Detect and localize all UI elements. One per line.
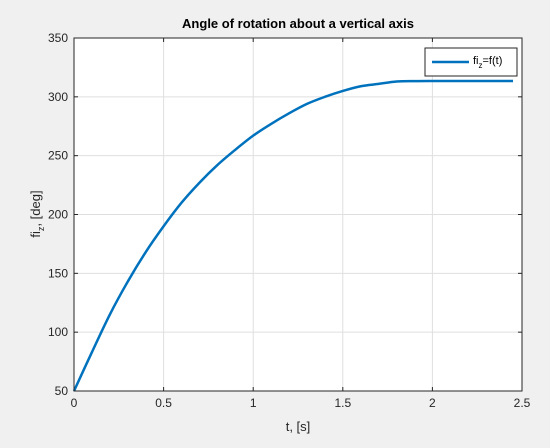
y-tick-label: 50 bbox=[55, 384, 69, 398]
x-axis-label: t, [s] bbox=[286, 419, 311, 434]
x-tick-label: 2.5 bbox=[514, 396, 531, 410]
legend: fiz=f(t) bbox=[424, 47, 518, 77]
y-tick-label: 250 bbox=[48, 149, 68, 163]
series-layer bbox=[72, 79, 514, 392]
y-axis-label: fiz, [deg] bbox=[28, 190, 46, 237]
y-tick-label: 350 bbox=[48, 31, 68, 45]
legend-label: fiz=f(t) bbox=[473, 55, 502, 70]
y-tick-label: 300 bbox=[48, 90, 68, 104]
y-axis-label-sub: z bbox=[36, 226, 46, 231]
y-tick-label: 100 bbox=[48, 325, 68, 339]
x-tick-label: 0.5 bbox=[155, 396, 172, 410]
x-tick-label: 0 bbox=[71, 396, 78, 410]
legend-label-rest: =f(t) bbox=[483, 55, 503, 67]
x-tick-label: 1 bbox=[250, 396, 257, 410]
ticks: 0 0.5 1 1.5 2 2.5 50 100 150 200 250 300 350 bbox=[48, 31, 531, 410]
y-axis-label-rest: , [deg] bbox=[28, 190, 43, 226]
x-tick-label: 2 bbox=[429, 396, 436, 410]
x-tick-label: 1.5 bbox=[334, 396, 351, 410]
grid bbox=[73, 37, 523, 392]
legend-label-sub: z bbox=[479, 61, 483, 70]
legend-label-main: fi bbox=[473, 55, 479, 67]
chart-title: Angle of rotation about a vertical axis bbox=[182, 16, 414, 31]
y-tick-label: 150 bbox=[48, 266, 68, 280]
y-axis-label-main: fi bbox=[28, 231, 43, 238]
y-tick-label: 200 bbox=[48, 208, 68, 222]
series-line bbox=[72, 79, 514, 392]
